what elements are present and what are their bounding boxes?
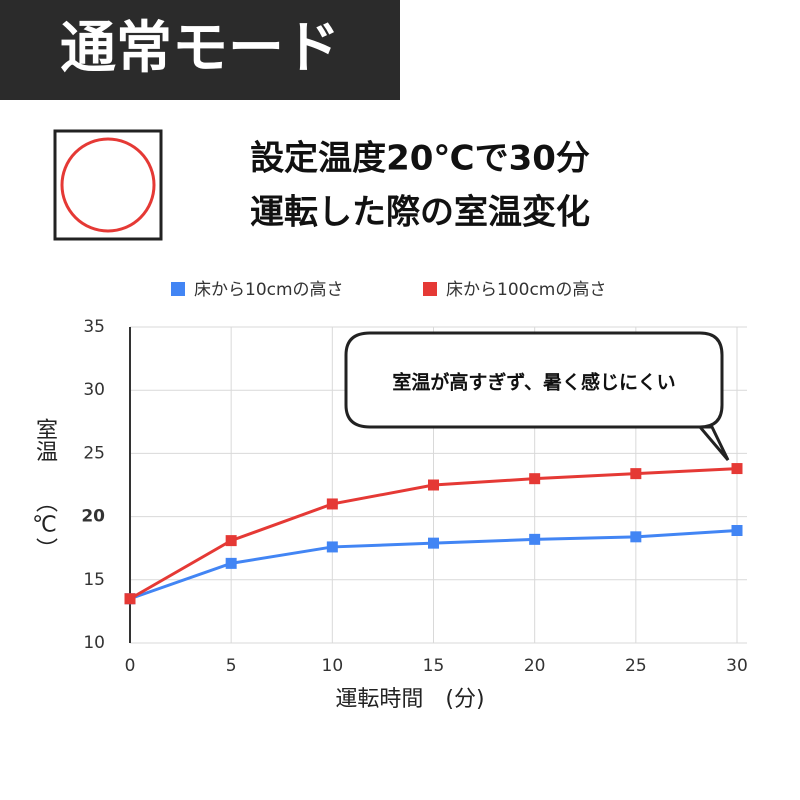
x-tick-label: 25 [625, 656, 647, 676]
y-tick-label: 25 [83, 443, 105, 463]
badge: 通常モード [60, 16, 340, 81]
point [529, 533, 541, 545]
x-tick-label: 10 [322, 656, 344, 676]
y-tick-label: 20 [81, 507, 105, 527]
callout [344, 331, 730, 461]
y-tick-label: 35 [83, 317, 105, 337]
y-tick-label: 15 [83, 570, 105, 590]
point [326, 541, 338, 553]
point [731, 525, 743, 537]
callout-text: 室温が高すぎず、暑く感じにくい [392, 371, 675, 394]
x-tick-label: 5 [226, 656, 237, 676]
legend-swatch [423, 282, 437, 296]
point [731, 463, 743, 475]
y-label: （℃） [32, 491, 58, 560]
point [529, 473, 541, 485]
x-tick-label: 0 [125, 656, 136, 676]
legend-swatch [171, 282, 185, 296]
y-tick-label: 30 [83, 380, 105, 400]
point [124, 593, 136, 605]
legend-label: 床から10cmの高さ [194, 280, 344, 300]
icon-circle [60, 137, 156, 233]
point [428, 479, 439, 491]
x-label: 運転時間 (分) [335, 687, 484, 712]
x-tick-label: 20 [524, 656, 546, 676]
y-label: 室温 [32, 418, 58, 462]
icon-frame [53, 129, 163, 241]
title-line: 運転した際の室温変化 [250, 193, 590, 233]
badge-bg [0, 0, 400, 100]
point [428, 537, 439, 549]
x-tick-label: 30 [726, 656, 748, 676]
x-tick-label: 15 [423, 656, 445, 676]
point [630, 468, 642, 480]
point [630, 531, 642, 543]
point [225, 557, 237, 569]
legend-label: 床から100cmの高さ [446, 280, 606, 300]
point [326, 498, 338, 510]
point [225, 535, 237, 547]
y-tick-label: 10 [83, 633, 105, 653]
title-line: 設定温度20℃で30分 [250, 139, 590, 179]
